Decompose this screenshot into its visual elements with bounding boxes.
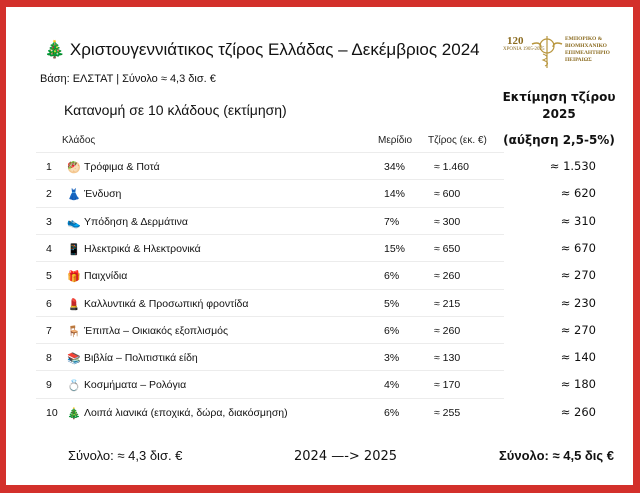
sector-name: Έπιπλα – Οικιακός εξοπλισμός <box>84 324 229 337</box>
turnover-value: ≈ 650 <box>434 242 461 255</box>
table-row: 8 📚 Βιβλία – Πολιτιστικά είδη 3% ≈ 130 <box>36 343 504 370</box>
row-number: 9 <box>46 379 52 392</box>
total-2025: Σύνολο: ≈ 4,5 δις € <box>499 448 615 463</box>
turnover-value: ≈ 260 <box>434 324 461 337</box>
share-value: 15% <box>384 242 406 255</box>
table-row: 5 🎁 Παιχνίδια 6% ≈ 260 <box>36 261 504 288</box>
basis-text: Βάση: ΕΛΣΤΑΤ | Σύνολο ≈ 4,3 δισ. € <box>40 73 216 85</box>
col-header-sector: Κλάδος <box>62 135 96 146</box>
table-row: 6 💄 Καλλυντικά & Προσωπική φροντίδα 5% ≈ 215 <box>36 288 504 316</box>
sector-name: Καλλυντικά & Προσωπική φροντίδα <box>84 297 249 310</box>
logo-name: ΕΜΠΟΡΙΚΟ & ΒΙΟΜΗΧΑΝΙΚΟ ΕΠΙΜΕΛΗΤΗΡΙΟ ΠΕΙΡ… <box>565 36 610 63</box>
infographic-card: 🎄 Χριστουγεννιάτικος τζίρος Ελλάδας – Δε… <box>6 7 633 485</box>
turnover-value: ≈ 260 <box>434 270 461 283</box>
lipstick-icon: 💄 <box>67 298 81 311</box>
row-number: 2 <box>46 188 52 201</box>
logo-years: ΧΡΟΝΙΑ 1905-2025 <box>503 47 545 52</box>
sector-name: Τρόφιμα & Ποτά <box>84 161 160 173</box>
estimate-2025-value: ≈ 270 <box>560 268 596 283</box>
food-icon: 🥙 <box>67 162 81 174</box>
turnover-value: ≈ 600 <box>434 188 461 201</box>
books-icon: 📚 <box>67 353 81 366</box>
share-value: 3% <box>384 352 400 365</box>
estimate-2025-value: ≈ 310 <box>560 213 596 228</box>
col-header-turnover: Τζίρος (εκ. €) <box>428 135 487 146</box>
sector-name: Ηλεκτρικά & Ηλεκτρονικά <box>84 242 201 255</box>
share-value: 6% <box>384 270 400 283</box>
row-number: 1 <box>46 161 52 173</box>
estimate-2025-value: ≈ 270 <box>560 322 596 337</box>
row-number: 10 <box>46 406 58 419</box>
table-row: 4 📱 Ηλεκτρικά & Ηλεκτρονικά 15% ≈ 650 <box>36 233 504 261</box>
turnover-value: ≈ 300 <box>434 215 461 228</box>
turnover-value: ≈ 255 <box>434 406 461 419</box>
turnover-value: ≈ 215 <box>434 297 461 310</box>
ring-icon: 💍 <box>67 380 81 393</box>
subtitle: Κατανομή σε 10 κλάδους (εκτίμηση) <box>64 102 287 118</box>
estimate-header-line2: 2025 <box>542 107 576 121</box>
sector-name: Λοιπά λιανικά (εποχικά, δώρα, διακόσμηση… <box>84 406 288 419</box>
year-arrow: 2024 —-> 2025 <box>294 449 398 464</box>
share-value: 7% <box>384 215 400 228</box>
estimate-2025-value: ≈ 140 <box>560 350 596 365</box>
christmas-tree-icon: 🎄 <box>44 40 66 59</box>
estimate-2025-value: ≈ 670 <box>560 240 596 255</box>
estimate-header: Εκτίμηση τζίρου 2025 <box>496 89 622 123</box>
page-title: 🎄 Χριστουγεννιάτικος τζίρος Ελλάδας – Δε… <box>44 40 480 60</box>
share-value: 14% <box>384 188 406 201</box>
turnover-value: ≈ 130 <box>434 352 461 365</box>
sector-name: Κοσμήματα – Ρολόγια <box>84 379 187 392</box>
caduceus-emblem-icon <box>531 36 563 68</box>
row-number: 5 <box>46 270 52 283</box>
row-number: 7 <box>46 324 52 337</box>
sector-name: Βιβλία – Πολιτιστικά είδη <box>84 352 198 365</box>
turnover-value: ≈ 170 <box>434 379 461 392</box>
share-value: 6% <box>384 406 400 419</box>
estimate-2025-value: ≈ 230 <box>560 295 596 310</box>
col-header-share: Μερίδιο <box>378 135 413 146</box>
share-value: 5% <box>384 297 400 310</box>
total-2024: Σύνολο: ≈ 4,3 δισ. € <box>68 448 183 463</box>
table-row: 7 🪑 Έπιπλα – Οικιακός εξοπλισμός 6% ≈ 260 <box>36 315 504 343</box>
estimate-header-line1: Εκτίμηση τζίρου <box>502 90 616 104</box>
share-value: 34% <box>384 161 406 173</box>
row-number: 4 <box>46 242 52 255</box>
gift-icon: 🎁 <box>67 271 81 284</box>
sector-name: Υπόδηση & Δερμάτινα <box>84 215 188 228</box>
logo-number: 120 <box>507 35 524 47</box>
estimate-2025-value: ≈ 1.530 <box>549 159 596 173</box>
row-number: 8 <box>46 352 52 365</box>
sector-name: Ένδυση <box>84 188 122 201</box>
shoe-icon: 👟 <box>67 216 81 229</box>
estimate-growth-header: (αύξηση 2,5-5%) <box>503 133 615 147</box>
table-row: 2 👗 Ένδυση 14% ≈ 600 <box>36 179 504 206</box>
title-text: Χριστουγεννιάτικος τζίρος Ελλάδας – Δεκέ… <box>69 40 480 59</box>
chamber-logo: 120 ΧΡΟΝΙΑ 1905-2025 ΕΜΠΟΡΙΚΟ & ΒΙΟΜΗΧΑΝ… <box>503 32 623 70</box>
estimate-2025-value: ≈ 260 <box>560 404 596 419</box>
row-number: 6 <box>46 297 52 310</box>
table-row: 3 👟 Υπόδηση & Δερμάτινα 7% ≈ 300 <box>36 206 504 234</box>
christmas-tree-icon: 🎄 <box>67 407 81 420</box>
table-row: 10 🎄 Λοιπά λιανικά (εποχικά, δώρα, διακόσμ… <box>36 397 504 425</box>
table-row: 9 💍 Κοσμήματα – Ρολόγια 4% ≈ 170 <box>36 370 504 397</box>
estimate-2025-value: ≈ 180 <box>560 377 596 392</box>
table-row: 1 🥙 Τρόφιμα & Ποτά 34% ≈ 1.460 <box>36 152 504 179</box>
row-number: 3 <box>46 215 52 228</box>
chair-icon: 🪑 <box>67 325 81 338</box>
phone-icon: 📱 <box>67 243 81 256</box>
sector-name: Παιχνίδια <box>84 270 128 283</box>
share-value: 6% <box>384 324 400 337</box>
estimate-2025-value: ≈ 620 <box>560 186 596 201</box>
dress-icon: 👗 <box>67 189 81 202</box>
turnover-value: ≈ 1.460 <box>434 161 469 173</box>
share-value: 4% <box>384 379 400 392</box>
